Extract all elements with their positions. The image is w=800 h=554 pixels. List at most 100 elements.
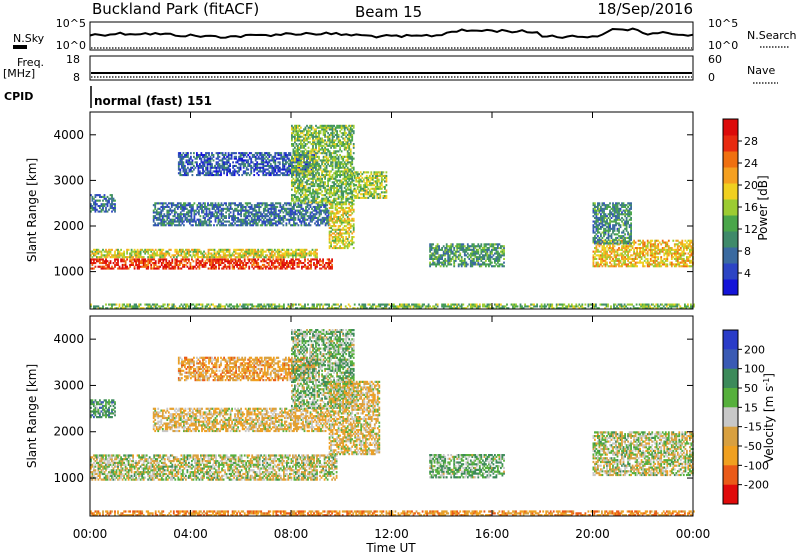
heatmap-cell [201, 252, 204, 255]
heatmap-cell [285, 204, 288, 207]
heatmap-cell [271, 155, 274, 158]
heatmap-cell [270, 250, 273, 253]
heatmap-cell [262, 163, 265, 166]
heatmap-cell [174, 267, 177, 270]
heatmap-cell [209, 161, 212, 164]
heatmap-cell [377, 187, 380, 190]
heatmap-cell [236, 265, 238, 268]
heatmap-cell [333, 241, 335, 244]
heatmap-cell [367, 187, 370, 190]
heatmap-cell [127, 256, 130, 259]
heatmap-cell [167, 215, 170, 218]
heatmap-cell [185, 260, 187, 263]
heatmap-cell [282, 207, 285, 210]
heatmap-cell [108, 252, 110, 255]
heatmap-cell [333, 201, 335, 204]
heatmap-cell [158, 202, 161, 205]
heatmap-cell [349, 128, 352, 131]
heatmap-cell [298, 179, 301, 182]
heatmap-cell [268, 154, 271, 157]
heatmap-cell [218, 252, 220, 255]
heatmap-cell [216, 216, 218, 219]
heatmap-cell [247, 222, 250, 225]
heatmap-cell [160, 213, 163, 216]
heatmap-cell [242, 152, 245, 155]
heatmap-cell [348, 174, 351, 177]
heatmap-cell [317, 224, 319, 227]
heatmap-cell [269, 154, 272, 157]
heatmap-cell [328, 159, 331, 162]
heatmap-cell [343, 170, 346, 173]
heatmap-cell [280, 218, 283, 221]
heatmap-cell [348, 154, 351, 157]
heatmap-cell [242, 161, 245, 164]
heatmap-cell [112, 254, 115, 257]
heatmap-cell [270, 215, 273, 218]
heatmap-cell [188, 163, 191, 166]
heatmap-cell [192, 260, 195, 263]
heatmap-cell [209, 164, 212, 167]
heatmap-cell [102, 195, 104, 198]
heatmap-cell [478, 256, 481, 259]
heatmap-cell [349, 201, 352, 204]
heatmap-cell [278, 154, 281, 157]
heatmap-cell [239, 166, 242, 169]
heatmap-cell [342, 181, 345, 184]
heatmap-cell [463, 250, 466, 253]
heatmap-cell [269, 164, 272, 167]
heatmap-cell [294, 181, 296, 184]
heatmap-cell [337, 133, 340, 136]
heatmap-cell [328, 206, 331, 209]
heatmap-cell [240, 202, 242, 205]
heatmap-cell [217, 205, 220, 208]
heatmap-cell [153, 254, 156, 257]
heatmap-cell [148, 256, 151, 259]
heatmap-cell [221, 260, 223, 263]
heatmap-cell [485, 252, 487, 255]
heatmap-cell [193, 211, 196, 214]
heatmap-cell [150, 267, 153, 270]
heatmap-cell [339, 148, 341, 151]
heatmap-cell [342, 210, 345, 213]
heatmap-cell [91, 263, 94, 266]
heatmap-cell [447, 252, 450, 255]
heatmap-cell [186, 216, 188, 219]
heatmap-cell [267, 222, 270, 225]
heatmap-cell [292, 132, 295, 135]
heatmap-cell [288, 218, 291, 221]
heatmap-cell [267, 209, 270, 212]
heatmap-cell [315, 168, 317, 171]
heatmap-cell [324, 183, 326, 186]
heatmap-cell [321, 148, 323, 151]
heatmap-cell [382, 196, 385, 199]
heatmap-cell [215, 163, 218, 166]
heatmap-cell [457, 245, 460, 248]
heatmap-cell [317, 211, 319, 214]
heatmap-cell [337, 183, 340, 186]
heatmap-cell [377, 180, 380, 183]
heatmap-cell [285, 163, 287, 166]
heatmap-cell [463, 248, 466, 251]
heatmap-cell [165, 258, 168, 261]
heatmap-cell [453, 247, 456, 250]
heatmap-cell [212, 265, 214, 268]
heatmap-cell [238, 202, 241, 205]
heatmap-cell [262, 174, 265, 177]
freq-label: Freq. [17, 56, 44, 69]
heatmap-cell [334, 206, 337, 209]
heatmap-cell [148, 260, 151, 263]
heatmap-cell [309, 130, 311, 133]
heatmap-cell [429, 243, 431, 246]
heatmap-cell [264, 254, 267, 257]
heatmap-cell [117, 248, 119, 251]
heatmap-cell [313, 194, 316, 197]
heatmap-cell [322, 144, 325, 147]
heatmap-cell [298, 137, 301, 140]
heatmap-cell [202, 170, 204, 173]
heatmap-cell [324, 146, 326, 149]
heatmap-cell [322, 126, 325, 129]
heatmap-cell [471, 245, 474, 248]
heatmap-cell [174, 260, 177, 263]
heatmap-cell [257, 252, 260, 255]
heatmap-cell [210, 248, 213, 251]
